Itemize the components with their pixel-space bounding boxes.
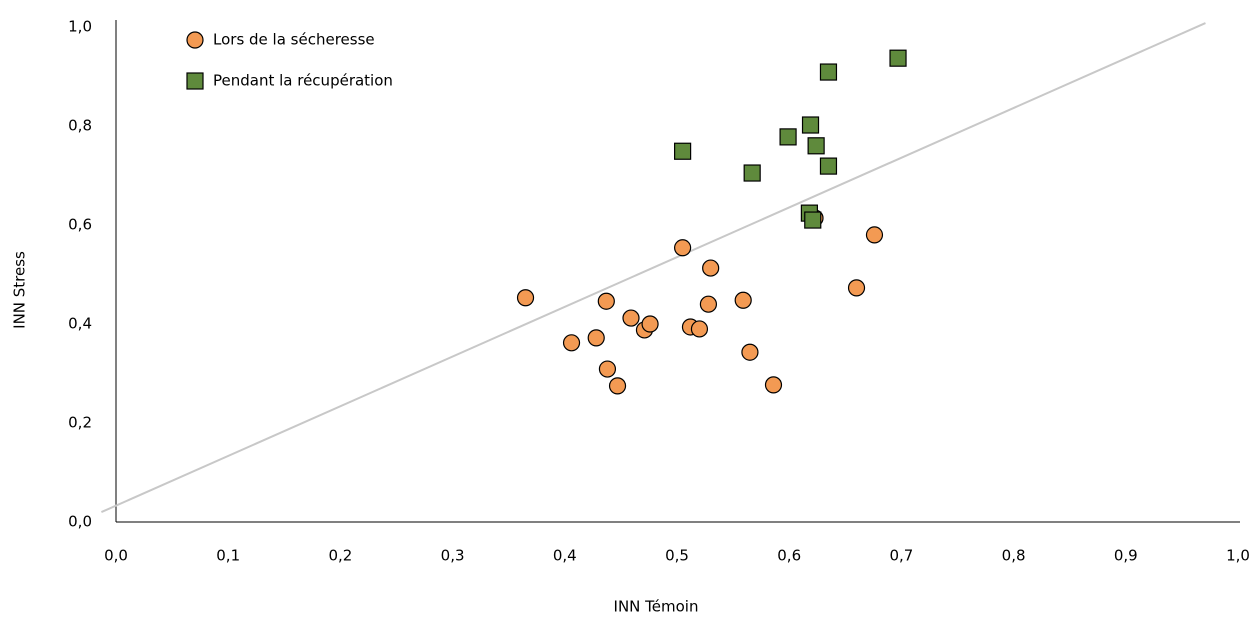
point [622, 309, 640, 327]
point [702, 259, 720, 277]
reference-line [101, 22, 1206, 514]
legend-marker [186, 72, 204, 90]
point [562, 334, 581, 352]
legend-label: Lors de la sécheresse [213, 31, 375, 49]
x-tick-label: 0,5 [665, 547, 689, 565]
point [743, 164, 761, 182]
point [764, 376, 783, 394]
point [889, 49, 907, 67]
point [804, 211, 822, 229]
x-tick-label: 0,6 [777, 547, 801, 565]
point [801, 116, 820, 134]
point [734, 291, 752, 309]
legend-label: Pendant la récupération [213, 72, 393, 90]
y-tick-label: 0,4 [68, 315, 92, 333]
point [847, 279, 866, 297]
point [741, 343, 759, 361]
point [819, 157, 838, 175]
point [608, 377, 627, 395]
y-axis-label: INN Stress [11, 251, 29, 329]
point [674, 239, 692, 257]
x-tick-label: 1,0 [1226, 547, 1250, 565]
x-tick-label: 0,9 [1114, 547, 1138, 565]
y-tick-label: 1,0 [68, 18, 92, 36]
y-tick-label: 0,2 [68, 414, 92, 432]
point [587, 329, 605, 347]
x-tick-label: 0,3 [441, 547, 465, 565]
x-tick-label: 0,0 [104, 547, 128, 565]
legend-marker [186, 31, 204, 49]
x-tick-label: 0,8 [1002, 547, 1026, 565]
point [779, 128, 797, 146]
y-tick-label: 0,8 [68, 117, 92, 135]
y-tick-label: 0,0 [68, 513, 92, 531]
point [819, 63, 838, 81]
x-tick-label: 0,4 [553, 547, 577, 565]
point [674, 142, 692, 160]
point [641, 315, 659, 333]
point [598, 360, 617, 378]
point [597, 292, 615, 310]
x-tick-label: 0,7 [889, 547, 913, 565]
point [807, 137, 825, 155]
x-tick-label: 0,1 [216, 547, 240, 565]
point [699, 295, 718, 313]
point [865, 226, 884, 244]
point [516, 289, 535, 307]
point [690, 320, 709, 338]
x-tick-label: 0,2 [328, 547, 352, 565]
x-axis-label: INN Témoin [614, 598, 699, 616]
y-tick-label: 0,6 [68, 216, 92, 234]
